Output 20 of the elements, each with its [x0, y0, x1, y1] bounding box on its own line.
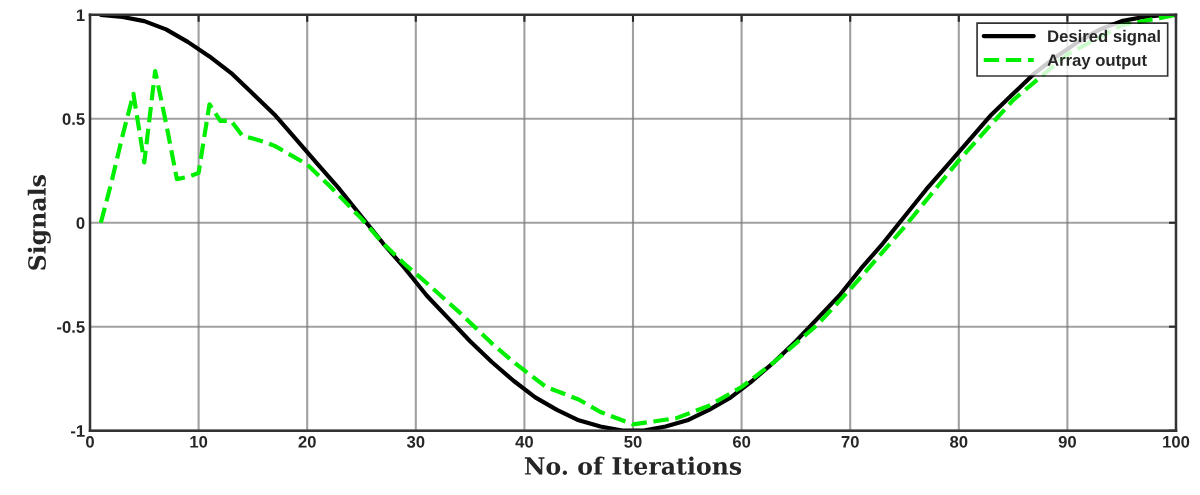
- y-tick-label: 0.5: [62, 113, 85, 125]
- x-tick-label: 80: [950, 435, 968, 448]
- y-tick-label: -0.5: [57, 321, 85, 333]
- x-tick-label: 10: [190, 435, 208, 448]
- x-axis-title: No. of Iterations: [524, 456, 742, 475]
- legend-label: Desired signal: [1048, 29, 1160, 46]
- x-tick-label: 40: [515, 435, 533, 448]
- y-tick-label: 0: [76, 217, 85, 229]
- y-axis-title: Signals: [27, 175, 51, 270]
- x-tick-label: 70: [841, 435, 859, 448]
- x-tick-label: 0: [86, 435, 94, 448]
- x-tick-label: 60: [732, 435, 751, 448]
- y-tick-label: -1: [70, 425, 85, 437]
- x-tick-label: 50: [624, 435, 642, 448]
- x-tick-label: 30: [406, 435, 425, 448]
- x-tick-label: 90: [1058, 435, 1076, 448]
- legend-label: Array output: [1047, 54, 1147, 70]
- y-tick-label: 1: [76, 9, 85, 21]
- x-tick-label: 20: [298, 435, 316, 448]
- x-tick-label: 100: [1163, 435, 1190, 448]
